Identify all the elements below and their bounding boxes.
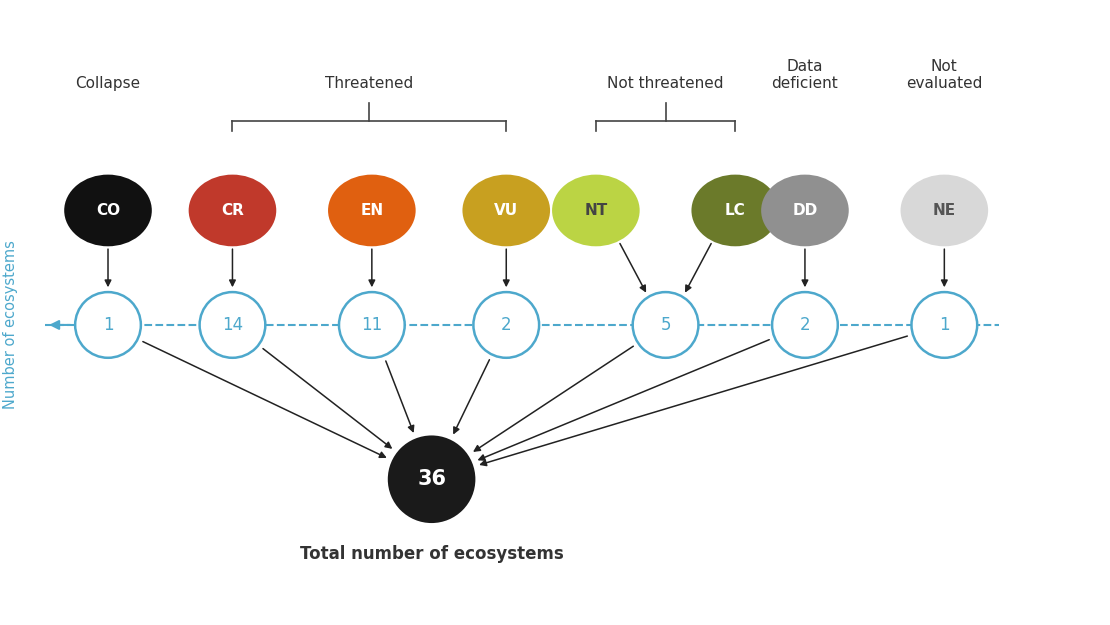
Ellipse shape	[900, 174, 988, 246]
Circle shape	[200, 292, 265, 357]
Text: Number of ecosystems: Number of ecosystems	[3, 241, 18, 409]
Circle shape	[339, 292, 405, 357]
Text: VU: VU	[494, 203, 518, 218]
Ellipse shape	[189, 174, 276, 246]
Text: NT: NT	[584, 203, 607, 218]
Text: CR: CR	[221, 203, 244, 218]
Circle shape	[633, 292, 698, 357]
Text: LC: LC	[725, 203, 746, 218]
Text: 36: 36	[417, 469, 446, 489]
Text: Data
deficient: Data deficient	[771, 59, 838, 91]
Text: Total number of ecosystems: Total number of ecosystems	[300, 545, 564, 563]
Ellipse shape	[552, 174, 639, 246]
Text: 5: 5	[660, 316, 670, 334]
Text: Not
evaluated: Not evaluated	[906, 59, 982, 91]
Text: Collapse: Collapse	[75, 76, 141, 91]
Circle shape	[75, 292, 141, 357]
Text: DD: DD	[793, 203, 818, 218]
Text: Threatened: Threatened	[325, 76, 414, 91]
Ellipse shape	[692, 174, 779, 246]
Text: CO: CO	[95, 203, 120, 218]
Text: 14: 14	[222, 316, 243, 334]
Text: 1: 1	[103, 316, 113, 334]
Text: 2: 2	[799, 316, 810, 334]
Ellipse shape	[761, 174, 849, 246]
Circle shape	[387, 436, 475, 523]
Circle shape	[911, 292, 977, 357]
Text: 2: 2	[501, 316, 512, 334]
Circle shape	[773, 292, 838, 357]
Text: Not threatened: Not threatened	[607, 76, 724, 91]
Ellipse shape	[329, 174, 415, 246]
Circle shape	[473, 292, 539, 357]
Text: EN: EN	[361, 203, 383, 218]
Text: 11: 11	[361, 316, 383, 334]
Ellipse shape	[463, 174, 551, 246]
Text: NE: NE	[932, 203, 956, 218]
Ellipse shape	[64, 174, 152, 246]
Text: 1: 1	[939, 316, 950, 334]
